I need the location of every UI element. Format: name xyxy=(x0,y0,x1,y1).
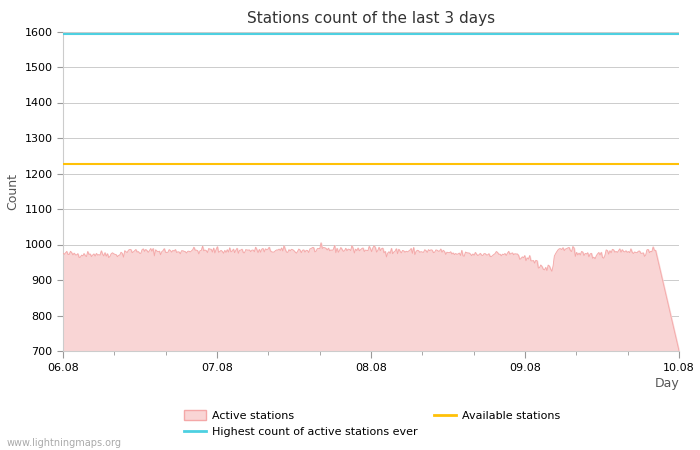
Legend: Active stations, Highest count of active stations ever, Available stations: Active stations, Highest count of active… xyxy=(179,406,564,441)
Text: www.lightningmaps.org: www.lightningmaps.org xyxy=(7,438,122,448)
Title: Stations count of the last 3 days: Stations count of the last 3 days xyxy=(247,11,495,26)
Text: Day: Day xyxy=(654,377,679,390)
Y-axis label: Count: Count xyxy=(6,173,19,210)
